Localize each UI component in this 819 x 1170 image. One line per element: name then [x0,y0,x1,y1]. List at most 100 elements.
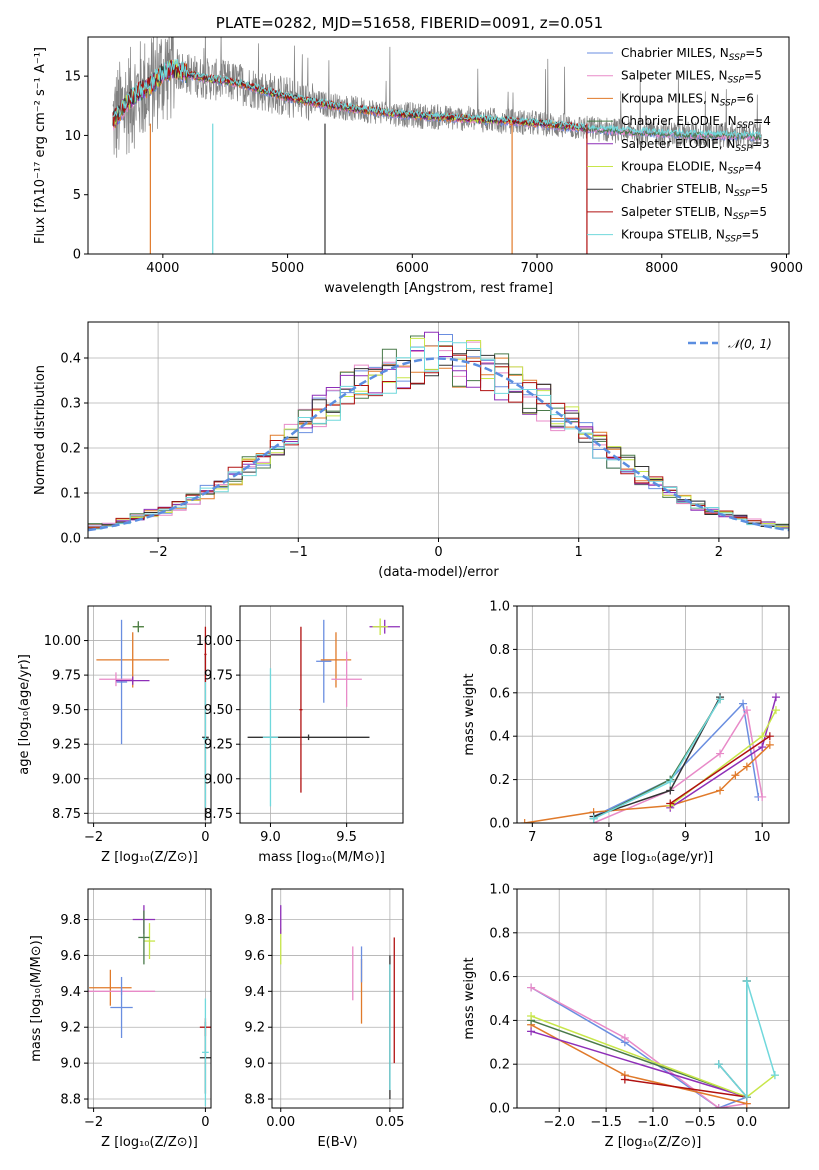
x-tick-label: 7 [528,830,536,845]
panel-mass_vs_EBV: 0.00 0.05 8.8 9.0 9.2 9.4 9.6 9.8 E(B-V) [244,888,404,1150]
panel-spectrum: 4000 5000 6000 7000 8000 9000 0 5 10 15 wavelength… [33,14,803,296]
y-tick-label: 9.75 [52,669,81,684]
legend-value: =4 [744,160,762,174]
legend-subscript: SSP [720,98,737,108]
legend-text: Kroupa ELODIE, N [621,160,728,174]
data-point [527,1012,536,1021]
axes-box [87,36,790,255]
legend-subscript: SSP [735,144,752,154]
y-tick-label: 9.8 [244,913,265,928]
data-point [765,740,774,749]
x-tick-label: −1 [289,545,308,560]
y-tick-label: 9.50 [204,703,233,718]
legend: 𝒩(0, 1) [688,337,772,351]
panel-age_vs_Z: −2 0 8.75 9.00 9.25 9.50 9.75 10.00 Z [log₁₀(Z/Z… [17,605,212,865]
y-tick-label: 8.8 [60,1093,81,1108]
y-tick-label: 9.6 [244,949,265,964]
plot-area-spectrum [112,37,762,254]
legend-text: Chabrier MILES, N [621,46,729,60]
y-tick-label: 0.2 [489,1058,510,1073]
data-point [731,771,740,780]
x-tick-label: 9000 [770,261,803,276]
y-tick-label: 0.8 [489,926,510,941]
y-tick-label: 0.2 [489,773,510,788]
panel-age_vs_mass: 9.0 9.5 8.75 9.00 9.25 9.50 9.75 10.00 mass [log… [196,605,404,865]
x-tick-label: −2 [84,1115,103,1130]
data-point [527,983,536,992]
legend-entry: Salpeter STELIB, NSSP=5 [621,205,767,222]
x-tick-label: 8000 [645,261,678,276]
y-tick-label: 9.00 [52,772,81,787]
y-tick-label: 0.6 [489,970,510,985]
y-tick-label: 5 [73,188,81,203]
data-point [620,1033,629,1042]
x-tick-label: 9.5 [336,830,357,845]
legend-value: =5 [749,205,767,219]
data-point [742,976,751,985]
y-tick-label: 9.2 [60,1021,81,1036]
legend-entry: Salpeter ELODIE, NSSP=3 [621,137,770,154]
legend-value: =5 [741,228,759,242]
x-axis-label: Z [log₁₀(Z/Z⊙)] [101,1135,198,1150]
y-tick-label: 10.00 [44,634,81,649]
data-point [620,1075,629,1084]
x-tick-label: 0.05 [375,1115,404,1130]
data-point [714,1060,723,1069]
plot-area-massweight_vs_Z [527,976,779,1108]
plot-area-mass_vs_EBV [280,905,395,1100]
x-tick-label: 0 [201,830,209,845]
y-tick-label: 0.4 [489,730,510,745]
x-axis-label: wavelength [Angstrom, rest frame] [324,281,553,296]
panel-mass_vs_Z: −2 0 8.8 9.0 9.2 9.4 9.6 9.8 Z [log₁₀(Z/Z⊙)] mass… [29,888,212,1150]
y-tick-label: 0 [73,248,81,263]
y-tick-label: 0.6 [489,686,510,701]
axes-box [87,605,212,824]
y-tick-label: 8.8 [244,1093,265,1108]
legend-text: Kroupa STELIB, N [621,228,725,242]
data-point [527,1027,536,1036]
plot-area-massweight_vs_age [520,693,780,823]
series-line [593,701,760,818]
x-tick-label: 1 [575,545,583,560]
legend-subscript: SSP [734,189,751,199]
grid-age_vs_mass [240,606,403,823]
y-tick-label: 9.50 [52,703,81,718]
data-point [758,743,767,752]
x-axis-label: Z [log₁₀(Z/Z⊙)] [605,1135,702,1150]
x-tick-label: 0.0 [736,1115,757,1130]
residual-histogram [88,341,789,530]
normal-curve [88,357,789,532]
series-line [524,744,771,823]
series-line [593,698,721,820]
y-tick-label: 0.4 [489,1014,510,1029]
x-tick-label: 5000 [271,261,304,276]
series-line [530,1030,748,1098]
data-point [716,695,725,704]
y-tick-label: 10 [64,129,81,144]
axes-frame-massweight_vs_Z: −2.0 −1.5 −1.0 −0.5 0.0 0.0 0.2 0.4 0.6 0.8 1.0 Z [… [462,883,790,1150]
x-axis-label: E(B-V) [317,1135,357,1150]
legend-subscript: SSP [728,167,745,177]
data-point [765,732,774,741]
data-point [666,786,675,795]
series-line [530,986,747,1108]
x-tick-label: 2 [715,545,723,560]
grid-mass_vs_EBV [272,889,403,1108]
grid-massweight_vs_Z [517,888,789,1109]
axes-frame-age_vs_mass: 9.0 9.5 8.75 9.00 9.25 9.50 9.75 10.00 mass [log… [196,605,404,865]
legend-entry: Salpeter MILES, NSSP=5 [621,69,762,86]
y-tick-label: 0.0 [489,1102,510,1117]
data-point [771,706,780,715]
legend-value: =5 [751,182,769,196]
grid-mass_vs_Z [88,889,211,1108]
y-tick-label: 0.0 [60,532,81,547]
y-tick-label: 9.25 [204,738,233,753]
y-axis-label: Flux [fλ10⁻¹⁷ erg cm⁻² s⁻¹ A⁻¹] [33,47,48,244]
axes-frame-spectrum: 4000 5000 6000 7000 8000 9000 0 5 10 15 wavelength… [33,14,803,296]
data-point [714,1104,723,1108]
y-axis-label: mass weight [462,957,477,1039]
legend-text: Chabrier ELODIE, N [621,114,737,128]
x-tick-label: 9.0 [260,830,281,845]
